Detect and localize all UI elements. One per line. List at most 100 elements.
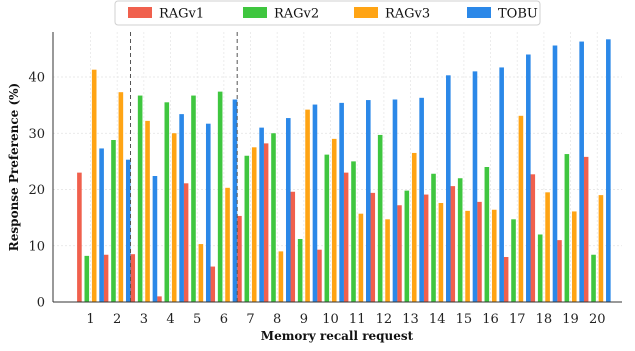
bar-tobu-3 xyxy=(152,176,158,302)
x-tick-label: 8 xyxy=(273,312,281,327)
bar-ragv2-9 xyxy=(297,239,303,302)
y-tick-labels: 0 10 20 30 40 xyxy=(28,71,45,311)
y-tick-label: 10 xyxy=(28,239,45,254)
bar-ragv1-8 xyxy=(263,143,269,302)
bar-ragv2-18 xyxy=(537,234,543,302)
legend: RAGv1 RAGv2 RAGv3 TOBU xyxy=(114,0,541,26)
bar-tobu-14 xyxy=(446,75,451,302)
y-tick-label: 30 xyxy=(28,127,45,142)
bar-ragv2-17 xyxy=(511,219,516,302)
x-tick-label: 13 xyxy=(402,312,419,327)
legend-swatch-ragv3 xyxy=(354,7,378,18)
bars xyxy=(77,39,611,302)
legend-label-ragv1: RAGv1 xyxy=(159,7,204,22)
y-tick-label: 0 xyxy=(37,296,45,311)
bar-tobu-15 xyxy=(472,71,478,302)
bar-ragv2-10 xyxy=(324,154,330,302)
bar-ragv2-11 xyxy=(351,161,356,302)
bar-tobu-9 xyxy=(312,104,318,302)
bar-ragv2-20 xyxy=(591,254,596,302)
bar-ragv3-2 xyxy=(118,92,124,302)
x-tick-label: 10 xyxy=(322,312,339,327)
x-tick-label: 15 xyxy=(456,312,473,327)
bar-ragv1-7 xyxy=(237,215,242,302)
x-tick-label: 3 xyxy=(140,312,148,327)
bar-ragv2-7 xyxy=(244,155,250,302)
x-tick-label: 2 xyxy=(113,312,121,327)
bar-ragv1-6 xyxy=(210,266,216,302)
bar-tobu-17 xyxy=(526,54,531,302)
bar-ragv2-1 xyxy=(84,255,90,302)
bar-ragv2-12 xyxy=(377,134,383,302)
x-tick-label: 17 xyxy=(509,312,526,327)
bar-ragv3-12 xyxy=(385,219,390,302)
bar-tobu-7 xyxy=(259,127,264,302)
x-tick-label: 1 xyxy=(86,312,94,327)
bar-ragv2-19 xyxy=(564,154,570,302)
bar-ragv1-14 xyxy=(423,194,429,302)
x-tick-label: 12 xyxy=(376,312,393,327)
x-tick-label: 18 xyxy=(536,312,553,327)
separators xyxy=(130,32,238,302)
bar-ragv1-13 xyxy=(397,205,402,302)
bar-ragv3-9 xyxy=(305,109,310,302)
bar-tobu-13 xyxy=(419,97,424,302)
bar-ragv3-19 xyxy=(571,211,577,302)
bar-tobu-12 xyxy=(392,99,398,302)
x-tick-label: 11 xyxy=(349,312,366,327)
x-tick-label: 19 xyxy=(562,312,579,327)
bar-ragv2-2 xyxy=(111,140,116,302)
bar-ragv3-14 xyxy=(438,203,444,302)
x-axis-title: Memory recall request xyxy=(261,329,414,343)
bar-ragv3-18 xyxy=(545,192,550,302)
x-tick-label: 7 xyxy=(246,312,254,327)
y-tick-label: 40 xyxy=(28,71,45,86)
bar-ragv1-17 xyxy=(503,257,509,302)
bar-ragv3-16 xyxy=(491,209,497,302)
bar-ragv1-19 xyxy=(557,240,562,302)
y-axis-title: Response Preference (%) xyxy=(7,83,21,251)
bar-ragv3-6 xyxy=(225,187,230,302)
bar-ragv1-12 xyxy=(370,192,376,302)
legend-swatch-ragv1 xyxy=(128,7,152,18)
x-tick-labels: 1 2 3 4 5 6 7 8 9 10 11 12 13 14 15 16 17 18 19 20 xyxy=(86,312,605,327)
bar-ragv2-6 xyxy=(217,91,223,302)
bar-tobu-6 xyxy=(232,99,238,302)
bar-ragv2-5 xyxy=(191,95,196,302)
x-tick-label: 9 xyxy=(300,312,308,327)
x-tick-label: 4 xyxy=(166,312,174,327)
bar-tobu-18 xyxy=(552,45,558,302)
bar-ragv3-13 xyxy=(411,152,417,302)
bar-ragv3-1 xyxy=(91,69,97,302)
bar-tobu-16 xyxy=(499,67,504,302)
bar-ragv1-18 xyxy=(530,174,536,302)
bar-tobu-1 xyxy=(99,148,104,302)
legend-swatch-tobu xyxy=(467,7,491,18)
bar-ragv3-15 xyxy=(465,210,470,302)
bar-ragv2-4 xyxy=(164,102,170,302)
bar-ragv1-2 xyxy=(103,254,109,302)
bar-ragv1-5 xyxy=(183,183,189,302)
axes xyxy=(52,32,622,303)
bar-ragv1-4 xyxy=(157,296,162,302)
bar-ragv3-8 xyxy=(278,251,284,302)
bar-ragv1-3 xyxy=(130,254,136,302)
x-tick-label: 14 xyxy=(429,312,446,327)
bar-ragv1-1 xyxy=(77,172,82,302)
bar-ragv2-16 xyxy=(484,167,490,302)
bar-tobu-19 xyxy=(579,41,584,302)
bar-ragv3-4 xyxy=(171,133,177,302)
x-tick-label: 5 xyxy=(193,312,201,327)
bar-ragv2-3 xyxy=(137,95,143,302)
bar-ragv2-8 xyxy=(271,133,276,302)
x-tick-label: 20 xyxy=(589,312,606,327)
x-tick-label: 6 xyxy=(220,312,228,327)
bar-ragv3-10 xyxy=(331,138,337,302)
bar-tobu-10 xyxy=(339,102,344,302)
bar-ragv3-17 xyxy=(518,115,524,302)
bar-tobu-5 xyxy=(205,123,211,302)
bar-ragv1-11 xyxy=(343,172,349,302)
bar-ragv2-15 xyxy=(457,178,463,302)
bar-tobu-8 xyxy=(285,118,291,302)
